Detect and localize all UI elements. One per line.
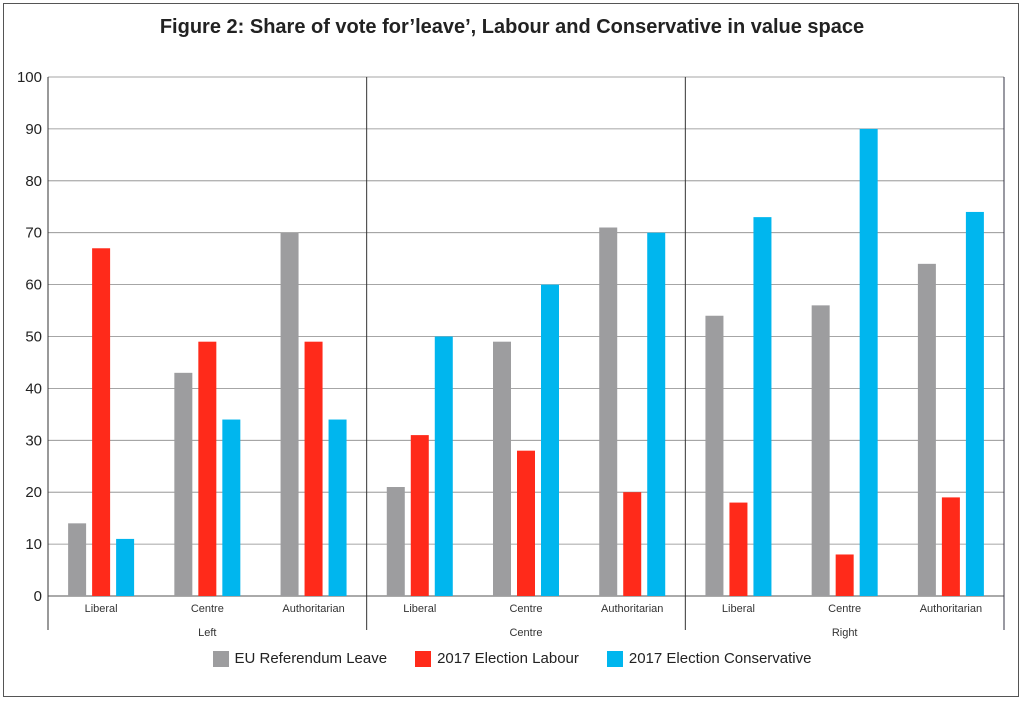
y-tick-label: 40 — [25, 380, 42, 397]
bar — [280, 232, 299, 596]
bar — [941, 497, 960, 596]
legend-label: 2017 Election Labour — [437, 650, 579, 667]
bar — [811, 305, 830, 596]
bar — [92, 248, 111, 596]
bar — [859, 128, 878, 596]
bar — [835, 554, 854, 596]
legend-item: EU Referendum Leave — [212, 650, 388, 667]
legend-item: 2017 Election Labour — [415, 650, 579, 667]
bar — [386, 487, 405, 596]
category-label: Authoritarian — [601, 603, 663, 615]
bar — [304, 341, 323, 596]
bar — [705, 315, 724, 596]
y-tick-label: 10 — [25, 536, 42, 553]
legend-swatch — [415, 650, 432, 667]
category-label: Liberal — [722, 603, 755, 615]
bar — [541, 284, 559, 596]
y-tick-label: 80 — [25, 173, 42, 190]
category-label: Liberal — [85, 603, 118, 615]
legend-item: 2017 Election Conservative — [606, 650, 812, 667]
y-tick-label: 100 — [17, 69, 42, 86]
legend-label: EU Referendum Leave — [234, 650, 388, 667]
bar — [517, 450, 535, 596]
bar — [328, 419, 347, 596]
bar — [116, 538, 135, 596]
y-tick-label: 90 — [25, 121, 42, 138]
y-tick-label: 20 — [25, 484, 42, 501]
category-label: Centre — [828, 603, 861, 615]
bar — [647, 232, 666, 596]
y-tick-label: 50 — [25, 329, 42, 346]
category-label: Authoritarian — [920, 603, 982, 615]
category-label: Centre — [191, 603, 224, 615]
bar — [174, 372, 193, 596]
group-label: Right — [832, 627, 858, 639]
category-label: Centre — [509, 603, 542, 615]
category-label: Authoritarian — [282, 603, 344, 615]
chart-title: Figure 2: Share of vote for’leave’, Labo… — [159, 16, 865, 38]
bar — [599, 227, 618, 596]
category-label: Liberal — [403, 603, 436, 615]
legend: EU Referendum Leave 2017 Election Labour 2… — [0, 650, 1024, 667]
legend-swatch — [212, 650, 229, 667]
group-label: Left — [198, 627, 216, 639]
bar — [753, 217, 772, 596]
bar — [965, 211, 984, 596]
legend-swatch — [606, 650, 623, 667]
y-tick-label: 30 — [25, 432, 42, 449]
legend-label: 2017 Election Conservative — [628, 650, 812, 667]
bar — [493, 341, 511, 596]
bar — [917, 263, 936, 596]
bar — [198, 341, 217, 596]
bar — [729, 502, 748, 596]
y-tick-label: 60 — [25, 277, 42, 294]
bar — [410, 435, 429, 596]
group-label: Centre — [509, 627, 542, 639]
bar — [434, 336, 453, 596]
figure-frame — [3, 3, 1019, 697]
y-tick-label: 70 — [25, 225, 42, 242]
y-tick-label: 0 — [34, 588, 42, 605]
bar — [68, 523, 87, 596]
bar — [623, 492, 642, 596]
bar — [222, 419, 241, 596]
